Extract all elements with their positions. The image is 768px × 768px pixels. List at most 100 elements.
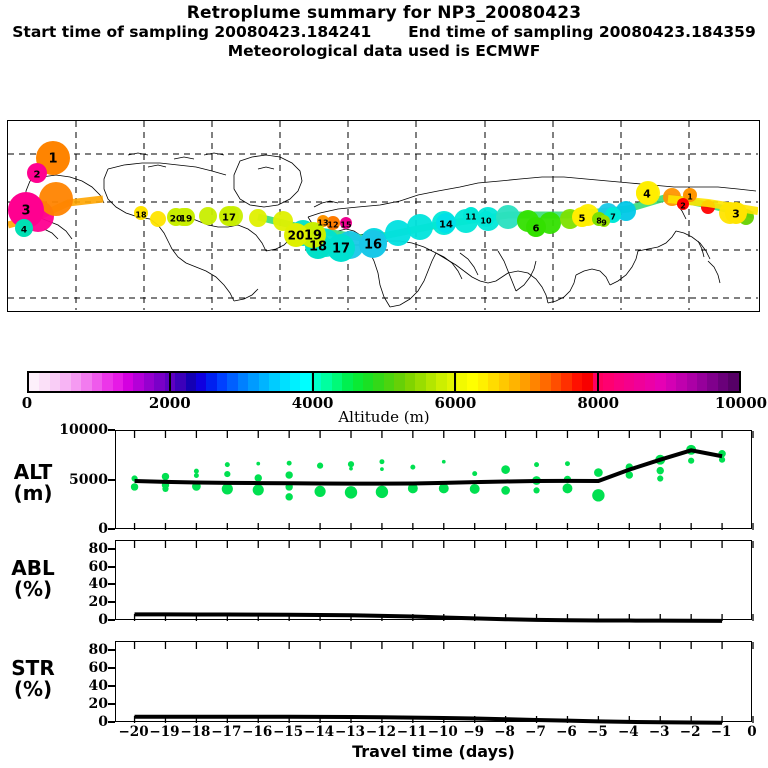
plume-marker-label: 7 (610, 213, 616, 222)
colorbar-swatch (623, 373, 635, 391)
plume-marker-label: 11 (465, 213, 477, 222)
plume-marker-label: 17 (332, 242, 350, 257)
colorbar-swatch (196, 373, 207, 391)
y-axis-tick-label: 0 (98, 521, 108, 537)
colorbar-swatch (352, 373, 363, 391)
colorbar-swatch (81, 373, 92, 391)
plume-marker-label: 3 (732, 208, 740, 221)
x-axis-tick-label: −4 (617, 724, 639, 740)
x-axis-tick-label: −9 (463, 724, 485, 740)
plume-marker-label: 16 (364, 238, 382, 253)
colorbar-swatch (530, 373, 541, 391)
colorbar-swatch (655, 373, 666, 391)
colorbar-swatch (634, 373, 645, 391)
str-tick-marks (133, 642, 754, 723)
alt-scatter-point (285, 493, 293, 501)
y-axis-tick-mark (108, 547, 115, 550)
world-map-panel[interactable]: 1 2 3 4 5 6 7 8 9 10 11 12 13 14 15 16 17 18 19 20 20 19 18 17 3… (7, 120, 760, 312)
alt-scatter-point (657, 475, 664, 482)
str-plot-panel[interactable] (115, 641, 754, 725)
y-axis-tick-mark (108, 583, 115, 586)
abl-plot-panel[interactable] (115, 540, 754, 623)
y-axis-tick-label: 80 (88, 642, 108, 658)
plume-marker-label: 17 (222, 213, 236, 224)
colorbar-swatch (676, 373, 687, 391)
colorbar-swatch (571, 373, 583, 391)
colorbar-swatch (70, 373, 82, 391)
colorbar-swatch (394, 373, 405, 391)
colorbar-swatch (707, 373, 718, 391)
alt-plot-canvas (130, 431, 754, 530)
retroplume-layer (8, 141, 758, 262)
abl-plot-canvas (133, 541, 754, 623)
colorbar-swatch (143, 373, 155, 391)
y-axis-tick-mark (108, 601, 115, 604)
colorbar-swatch (717, 373, 729, 391)
plume-marker (8, 192, 44, 228)
colorbar-swatch (49, 373, 61, 391)
colorbar-swatch (519, 373, 530, 391)
colorbar-swatch (133, 373, 144, 391)
title-block: Retroplume summary for NP3_20080423 Star… (0, 0, 768, 61)
colorbar-swatch (112, 373, 123, 391)
colorbar-swatch (728, 373, 739, 391)
alt-scatter-point (193, 473, 199, 479)
x-axis-tick-label: −12 (365, 724, 396, 740)
colorbar-swatch (509, 373, 520, 391)
x-axis-tick-label: −16 (242, 724, 273, 740)
colorbar-swatch (436, 373, 447, 391)
x-axis-tick-label: −15 (273, 724, 304, 740)
plume-marker (177, 208, 195, 226)
plume-blob (407, 214, 433, 240)
str-series-line (134, 714, 723, 725)
colorbar-swatch (248, 373, 259, 391)
colorbar-swatch (550, 373, 562, 391)
alt-scatter-point (344, 486, 358, 499)
colorbar-swatch (467, 373, 478, 391)
start-time-label: Start time of sampling 20080423.184241 (12, 23, 372, 41)
x-axis-tick-label: −10 (427, 724, 458, 740)
alt-scatter-point (562, 483, 573, 494)
colorbar-swatch (258, 373, 270, 391)
plume-blob (249, 209, 267, 227)
abl-row-label: ABL (%) (2, 558, 64, 600)
colorbar-swatch (697, 373, 708, 391)
abl-series-line (134, 612, 723, 623)
alt-scatter-point (688, 457, 695, 464)
plume-marker-label: 5 (579, 214, 586, 225)
x-axis-tick-label: −6 (556, 724, 577, 740)
page-title: Retroplume summary for NP3_20080423 (186, 3, 582, 23)
alt-scatter-point (314, 485, 326, 497)
y-axis-tick-label: 0 (98, 714, 108, 730)
alt-plot-panel[interactable] (115, 430, 754, 530)
alt-scatter-point (441, 459, 446, 464)
str-row-label: STR (%) (2, 658, 64, 700)
alt-scatter-point (221, 483, 233, 495)
plume-marker (683, 188, 697, 202)
abl-tick-marks (133, 541, 754, 621)
colorbar-swatch (415, 373, 426, 391)
sampling-time-row: Start time of sampling 20080423.184241 E… (0, 23, 768, 42)
alt-scatter-point (162, 485, 169, 493)
y-axis-tick-mark (108, 565, 115, 568)
colorbar-tick-labels: 0 2000 4000 6000 8000 10000 (0, 394, 768, 414)
alt-label-line1: ALT (13, 460, 53, 484)
colorbar-swatch (60, 373, 71, 391)
x-axis-title: Travel time (days) (352, 742, 515, 761)
met-data-label: Meteorological data used is ECMWF (227, 42, 541, 60)
alt-scatter-point (285, 471, 293, 479)
colorbar-swatch (383, 373, 395, 391)
colorbar-swatch (154, 373, 165, 391)
plume-marker-label: 2 (34, 170, 41, 181)
colorbar-separator (454, 371, 457, 393)
alt-scatter-point (379, 459, 385, 465)
alt-scatter-point (472, 471, 478, 477)
alt-scatter-point (501, 486, 510, 495)
plume-marker (478, 211, 494, 227)
colorbar-swatch (456, 373, 468, 391)
x-axis-tick-label: −2 (679, 724, 701, 740)
alt-scatter-point (534, 462, 540, 468)
colorbar-tick-label: 4000 (291, 394, 334, 412)
y-axis-tick-mark (108, 685, 115, 687)
